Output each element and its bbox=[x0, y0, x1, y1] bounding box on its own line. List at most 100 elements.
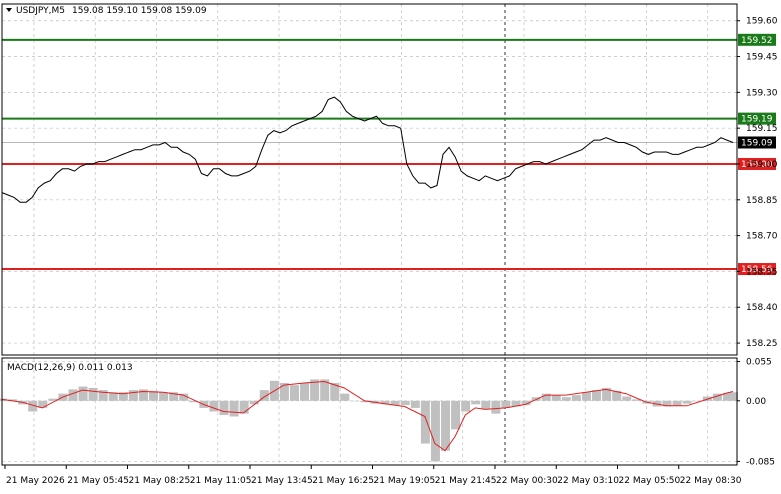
level-tag bbox=[738, 33, 776, 46]
macd-bar bbox=[501, 400, 511, 408]
macd-bar bbox=[712, 393, 722, 401]
macd-bar bbox=[592, 390, 602, 401]
macd-bar bbox=[179, 393, 189, 401]
price-line bbox=[1, 96, 734, 203]
price-tick-label: 159.45 bbox=[746, 53, 778, 63]
macd-bar bbox=[78, 386, 88, 401]
price-series bbox=[1, 96, 734, 203]
macd-bar bbox=[702, 396, 712, 401]
macd-series bbox=[0, 379, 738, 462]
level-tag-label: 159.00 bbox=[741, 160, 773, 170]
macd-bar bbox=[159, 392, 169, 401]
macd-bar bbox=[320, 379, 330, 401]
macd-bar bbox=[692, 400, 702, 402]
macd-bar bbox=[451, 400, 461, 430]
macd-bar bbox=[722, 392, 732, 401]
macd-bar bbox=[541, 393, 551, 401]
price-tick-label: 159.00 bbox=[746, 160, 778, 170]
macd-bar bbox=[441, 400, 451, 451]
macd-bar bbox=[350, 400, 360, 402]
macd-bar bbox=[380, 400, 390, 405]
time-tick-label: 21 May 19:05 bbox=[374, 476, 436, 486]
macd-label: MACD(12,26,9) 0.011 0.013 bbox=[7, 363, 133, 373]
price-tick-label: 158.40 bbox=[746, 303, 778, 313]
time-axis: 21 May 2026 21 May 05:45 21 May 08:25 21 Ma… bbox=[4, 465, 742, 486]
macd-bar bbox=[491, 400, 501, 414]
macd-bar bbox=[682, 400, 692, 404]
macd-bar bbox=[48, 398, 58, 401]
level-tag bbox=[738, 112, 776, 125]
time-tick-label: 21 May 08:25 bbox=[129, 476, 191, 486]
macd-bar bbox=[430, 400, 440, 462]
macd-bar bbox=[672, 400, 682, 406]
macd-bar bbox=[340, 393, 350, 401]
macd-bar bbox=[88, 387, 98, 401]
macd-bar bbox=[209, 400, 219, 412]
macd-bar bbox=[8, 399, 18, 401]
macd-bar bbox=[28, 400, 38, 412]
macd-bar bbox=[571, 395, 581, 401]
macd-bar bbox=[662, 400, 672, 407]
macd-bar bbox=[622, 396, 632, 401]
macd-bar bbox=[68, 389, 78, 401]
horizontal-levels: 159.52 159.19 159.00 158.56 159.09 bbox=[2, 33, 776, 276]
price-tick-label: 159.15 bbox=[746, 124, 778, 134]
time-tick-label: 22 May 00:30 bbox=[496, 476, 558, 486]
header-dropdown-icon[interactable] bbox=[6, 8, 12, 12]
price-tick-label: 159.30 bbox=[746, 88, 778, 98]
macd-bar bbox=[561, 397, 571, 401]
macd-bar bbox=[98, 390, 108, 401]
macd-bar bbox=[289, 385, 299, 401]
macd-bar bbox=[149, 390, 159, 401]
macd-bar bbox=[581, 392, 591, 401]
macd-bar bbox=[511, 400, 521, 407]
level-tag bbox=[738, 263, 776, 276]
macd-bar bbox=[551, 395, 561, 401]
current-price-tag bbox=[738, 136, 776, 149]
macd-bar bbox=[360, 400, 370, 403]
macd-bar bbox=[279, 382, 289, 401]
macd-bar bbox=[612, 390, 622, 401]
macd-bar bbox=[420, 400, 430, 444]
time-tick-label: 21 May 05:45 bbox=[67, 476, 129, 486]
macd-bar bbox=[229, 400, 239, 417]
macd-bar bbox=[471, 400, 481, 405]
time-tick-label: 21 May 16:25 bbox=[312, 476, 374, 486]
macd-tick-label: -0.085 bbox=[746, 457, 775, 467]
macd-tick-label: 0.00 bbox=[746, 397, 766, 407]
macd-bar bbox=[259, 390, 269, 401]
macd-bar bbox=[602, 387, 612, 401]
price-tick-label: 158.55 bbox=[746, 267, 778, 277]
level-tag-label: 159.52 bbox=[741, 36, 773, 46]
macd-bar bbox=[169, 392, 179, 401]
macd-bar bbox=[128, 390, 138, 401]
symbol-timeframe: USDJPY,M5 bbox=[16, 6, 65, 16]
time-tick-label: 22 May 03:10 bbox=[557, 476, 619, 486]
level-tag bbox=[738, 157, 776, 170]
current-price-label: 159.09 bbox=[741, 138, 773, 148]
time-tick-label: 22 May 08:30 bbox=[680, 476, 742, 486]
frames bbox=[1, 3, 738, 466]
macd-bar bbox=[189, 400, 199, 403]
time-tick-label: 21 May 13:45 bbox=[251, 476, 313, 486]
price-tick-label: 158.70 bbox=[746, 232, 778, 242]
macd-bar bbox=[118, 392, 128, 401]
macd-bar bbox=[390, 400, 400, 406]
macd-bar bbox=[219, 400, 229, 416]
macd-bar bbox=[300, 382, 310, 401]
price-panel-frame bbox=[1, 3, 738, 356]
time-tick-label: 21 May 11:05 bbox=[190, 476, 252, 486]
macd-tick-label: 0.055 bbox=[746, 358, 772, 368]
time-tick-label: 21 May 21:45 bbox=[435, 476, 497, 486]
macd-bar bbox=[138, 389, 148, 401]
macd-bar bbox=[481, 400, 491, 410]
macd-bar bbox=[239, 400, 249, 414]
macd-bar bbox=[728, 392, 738, 401]
time-tick-label: 21 May 2026 bbox=[6, 476, 65, 486]
chart-header: USDJPY,M5 159.08 159.10 159.08 159.09 bbox=[6, 6, 207, 16]
macd-bar bbox=[400, 400, 410, 406]
ohlc-readout: 159.08 159.10 159.08 159.09 bbox=[72, 6, 207, 16]
